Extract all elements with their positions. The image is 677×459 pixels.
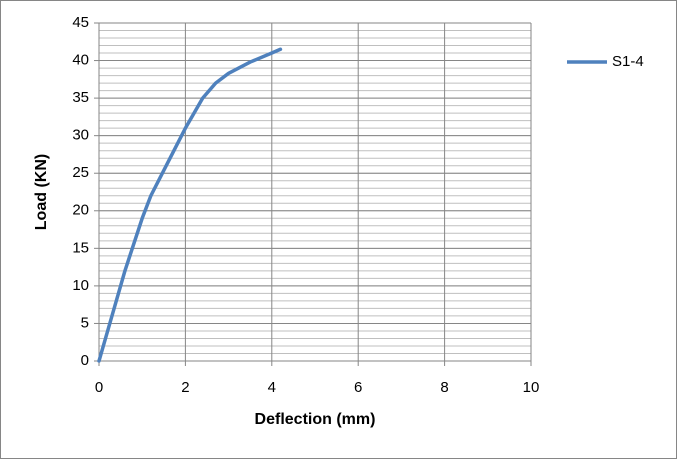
y-tick-label: 0: [81, 352, 89, 369]
y-tick-label: 5: [81, 314, 89, 331]
y-tick-label: 25: [72, 164, 89, 181]
y-tick-label: 35: [72, 89, 89, 106]
x-tick-label: 4: [268, 379, 276, 396]
y-tick-label: 40: [72, 52, 89, 69]
data-line: [97, 47, 283, 363]
x-tick-label: 0: [95, 379, 103, 396]
y-tick-label: 10: [72, 277, 89, 294]
x-tick-label: 6: [354, 379, 362, 396]
y-tick-label: 15: [72, 239, 89, 256]
y-axis-title: Load (KN): [33, 154, 50, 230]
x-tick-label: 2: [181, 379, 189, 396]
y-tick-label: 45: [72, 14, 89, 31]
x-axis-title: Deflection (mm): [255, 411, 376, 428]
y-tick-label: 30: [72, 127, 89, 144]
x-tick-label: 8: [440, 379, 448, 396]
y-tick-label: 20: [72, 202, 89, 219]
x-tick-label: 10: [523, 379, 540, 396]
legend-label: S1-4: [612, 53, 644, 70]
